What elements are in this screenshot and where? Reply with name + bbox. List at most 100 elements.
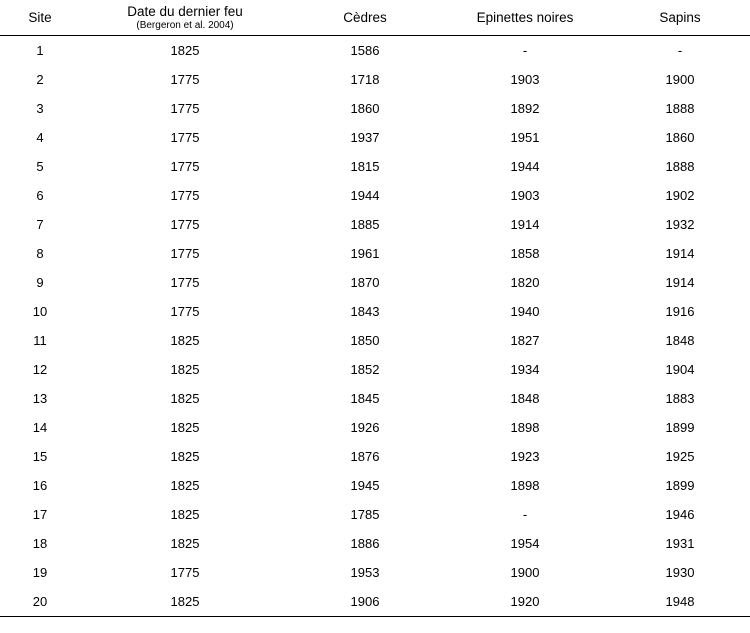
col-header-label: Sapins: [659, 10, 700, 25]
cell-cedres: 1885: [290, 210, 440, 239]
cell-epn: 1892: [440, 94, 610, 123]
cell-site: 12: [0, 355, 80, 384]
cell-site: 5: [0, 152, 80, 181]
cell-epn: 1898: [440, 413, 610, 442]
table-row: 191775195319001930: [0, 558, 750, 587]
cell-cedres: 1944: [290, 181, 440, 210]
col-header-label: Cèdres: [343, 10, 387, 25]
cell-epn: 1934: [440, 355, 610, 384]
table-row: 41775193719511860: [0, 123, 750, 152]
cell-fire: 1775: [80, 558, 290, 587]
table-row: 151825187619231925: [0, 442, 750, 471]
cell-site: 16: [0, 471, 80, 500]
table-row: 101775184319401916: [0, 297, 750, 326]
cell-fire: 1775: [80, 239, 290, 268]
cell-epn: 1820: [440, 268, 610, 297]
cell-site: 19: [0, 558, 80, 587]
cell-cedres: 1852: [290, 355, 440, 384]
table-row: 1718251785-1946: [0, 500, 750, 529]
cell-site: 15: [0, 442, 80, 471]
cell-site: 9: [0, 268, 80, 297]
cell-epn: 1903: [440, 65, 610, 94]
cell-cedres: 1860: [290, 94, 440, 123]
cell-epn: 1827: [440, 326, 610, 355]
cell-sapins: -: [610, 36, 750, 66]
cell-site: 11: [0, 326, 80, 355]
cell-sapins: 1946: [610, 500, 750, 529]
cell-fire: 1825: [80, 413, 290, 442]
cell-epn: 1944: [440, 152, 610, 181]
table-row: 131825184518481883: [0, 384, 750, 413]
cell-fire: 1775: [80, 123, 290, 152]
cell-sapins: 1899: [610, 471, 750, 500]
cell-epn: 1900: [440, 558, 610, 587]
col-header-site: Site: [0, 0, 80, 36]
cell-sapins: 1900: [610, 65, 750, 94]
cell-site: 4: [0, 123, 80, 152]
col-header-label: Site: [28, 10, 51, 25]
cell-fire: 1825: [80, 587, 290, 617]
table-row: 141825192618981899: [0, 413, 750, 442]
cell-fire: 1825: [80, 36, 290, 66]
cell-sapins: 1916: [610, 297, 750, 326]
cell-sapins: 1848: [610, 326, 750, 355]
cell-cedres: 1876: [290, 442, 440, 471]
cell-epn: 1923: [440, 442, 610, 471]
cell-sapins: 1930: [610, 558, 750, 587]
cell-site: 3: [0, 94, 80, 123]
table-row: 71775188519141932: [0, 210, 750, 239]
table-row: 111825185018271848: [0, 326, 750, 355]
cell-epn: 1920: [440, 587, 610, 617]
cell-sapins: 1931: [610, 529, 750, 558]
cell-sapins: 1914: [610, 268, 750, 297]
cell-fire: 1775: [80, 65, 290, 94]
col-header-sublabel: (Bergeron et al. 2004): [80, 20, 290, 31]
cell-site: 13: [0, 384, 80, 413]
cell-epn: 1903: [440, 181, 610, 210]
table-body: 118251586--21775171819031900317751860189…: [0, 36, 750, 617]
data-table: Site Date du dernier feu (Bergeron et al…: [0, 0, 750, 617]
cell-epn: 1898: [440, 471, 610, 500]
table-row: 51775181519441888: [0, 152, 750, 181]
cell-cedres: 1961: [290, 239, 440, 268]
cell-cedres: 1886: [290, 529, 440, 558]
cell-site: 17: [0, 500, 80, 529]
cell-sapins: 1902: [610, 181, 750, 210]
cell-fire: 1825: [80, 355, 290, 384]
cell-site: 20: [0, 587, 80, 617]
table-row: 121825185219341904: [0, 355, 750, 384]
cell-site: 7: [0, 210, 80, 239]
cell-cedres: 1845: [290, 384, 440, 413]
table-row: 21775171819031900: [0, 65, 750, 94]
cell-cedres: 1843: [290, 297, 440, 326]
cell-fire: 1825: [80, 500, 290, 529]
table-row: 181825188619541931: [0, 529, 750, 558]
cell-cedres: 1785: [290, 500, 440, 529]
cell-fire: 1775: [80, 152, 290, 181]
cell-fire: 1775: [80, 297, 290, 326]
cell-site: 8: [0, 239, 80, 268]
cell-epn: 1848: [440, 384, 610, 413]
col-header-label: Date du dernier feu: [127, 4, 243, 19]
cell-epn: 1940: [440, 297, 610, 326]
table-row: 81775196118581914: [0, 239, 750, 268]
table-row: 91775187018201914: [0, 268, 750, 297]
cell-sapins: 1932: [610, 210, 750, 239]
cell-fire: 1775: [80, 210, 290, 239]
cell-site: 6: [0, 181, 80, 210]
cell-sapins: 1925: [610, 442, 750, 471]
cell-cedres: 1850: [290, 326, 440, 355]
cell-epn: 1951: [440, 123, 610, 152]
cell-fire: 1825: [80, 326, 290, 355]
cell-sapins: 1948: [610, 587, 750, 617]
cell-site: 10: [0, 297, 80, 326]
cell-fire: 1825: [80, 529, 290, 558]
cell-cedres: 1586: [290, 36, 440, 66]
cell-sapins: 1904: [610, 355, 750, 384]
table-row: 161825194518981899: [0, 471, 750, 500]
cell-sapins: 1914: [610, 239, 750, 268]
cell-epn: 1914: [440, 210, 610, 239]
cell-site: 14: [0, 413, 80, 442]
cell-fire: 1825: [80, 384, 290, 413]
cell-sapins: 1883: [610, 384, 750, 413]
